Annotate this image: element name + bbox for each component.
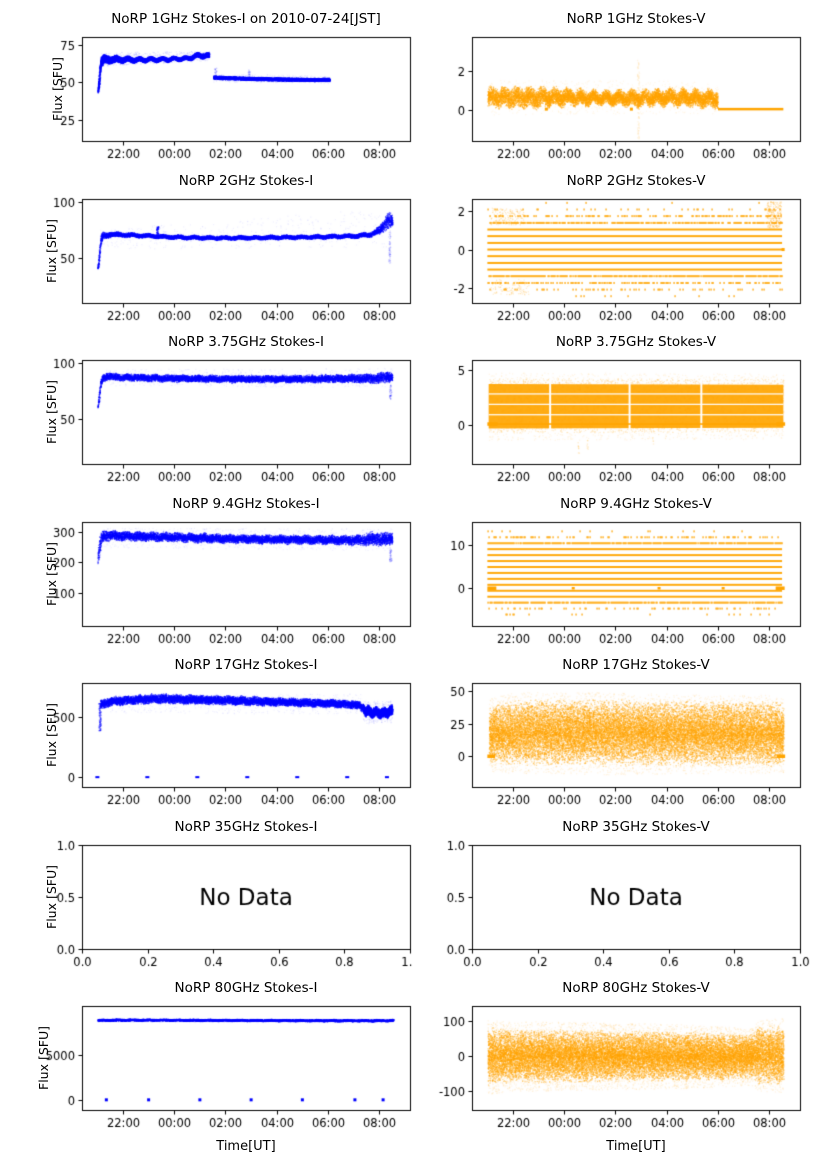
panel-2ghz-stokes-i: NoRP 2GHz Stokes-I Flux [SFU]	[0, 162, 413, 324]
plot-canvas-80ghz-stokes-i	[0, 969, 413, 1169]
panel-1ghz-stokes-i: NoRP 1GHz Stokes-I on 2010-07-24[JST] Fl…	[0, 0, 413, 162]
panel-80ghz-stokes-v: NoRP 80GHz Stokes-V Time[UT]	[413, 969, 827, 1169]
panel-17ghz-stokes-i: NoRP 17GHz Stokes-I Flux [SFU]	[0, 646, 413, 808]
x-axis-label: Time[UT]	[216, 1139, 276, 1154]
panel-title: NoRP 9.4GHz Stokes-V	[560, 496, 712, 512]
panel-title: NoRP 1GHz Stokes-I on 2010-07-24[JST]	[111, 11, 381, 27]
panel-title: NoRP 9.4GHz Stokes-I	[172, 496, 320, 512]
panel-9-4ghz-stokes-v: NoRP 9.4GHz Stokes-V	[413, 485, 827, 647]
plot-canvas-2ghz-stokes-i	[0, 162, 413, 324]
plot-canvas-1ghz-stokes-i	[0, 0, 413, 162]
panel-title: NoRP 80GHz Stokes-I	[174, 980, 318, 996]
panel-9-4ghz-stokes-i: NoRP 9.4GHz Stokes-I Flux [SFU]	[0, 485, 413, 647]
panel-35ghz-stokes-v: NoRP 35GHz Stokes-V	[413, 808, 827, 970]
y-axis-label: Flux [SFU]	[44, 380, 59, 444]
panel-title: NoRP 3.75GHz Stokes-I	[168, 334, 324, 350]
y-axis-label: Flux [SFU]	[44, 542, 59, 606]
plot-canvas-35ghz-stokes-v	[413, 808, 827, 970]
plot-canvas-35ghz-stokes-i	[0, 808, 413, 970]
y-axis-label: Flux [SFU]	[44, 219, 59, 283]
panel-3-75ghz-stokes-i: NoRP 3.75GHz Stokes-I Flux [SFU]	[0, 323, 413, 485]
panel-3-75ghz-stokes-v: NoRP 3.75GHz Stokes-V	[413, 323, 827, 485]
y-axis-label: Flux [SFU]	[44, 703, 59, 767]
panel-80ghz-stokes-i: NoRP 80GHz Stokes-I Flux [SFU] Time[UT]	[0, 969, 413, 1169]
plot-canvas-3-75ghz-stokes-v	[413, 323, 827, 485]
panel-35ghz-stokes-i: NoRP 35GHz Stokes-I Flux [SFU]	[0, 808, 413, 970]
y-axis-label: Flux [SFU]	[36, 1026, 51, 1090]
plot-canvas-17ghz-stokes-i	[0, 646, 413, 808]
plot-canvas-80ghz-stokes-v	[413, 969, 827, 1169]
y-axis-label: Flux [SFU]	[44, 865, 59, 929]
panel-title: NoRP 3.75GHz Stokes-V	[555, 334, 717, 350]
plot-canvas-17ghz-stokes-v	[413, 646, 827, 808]
x-axis-label: Time[UT]	[606, 1139, 666, 1154]
plot-canvas-1ghz-stokes-v	[413, 0, 827, 162]
panel-17ghz-stokes-v: NoRP 17GHz Stokes-V	[413, 646, 827, 808]
panel-title: NoRP 35GHz Stokes-V	[562, 819, 710, 835]
panel-title: NoRP 17GHz Stokes-V	[562, 657, 710, 673]
panel-1ghz-stokes-v: NoRP 1GHz Stokes-V	[413, 0, 827, 162]
panel-title: NoRP 17GHz Stokes-I	[174, 657, 318, 673]
y-axis-label: Flux [SFU]	[50, 57, 65, 121]
plot-canvas-9-4ghz-stokes-v	[413, 485, 827, 647]
panel-title: NoRP 80GHz Stokes-V	[562, 980, 710, 996]
plot-canvas-9-4ghz-stokes-i	[0, 485, 413, 647]
panel-title: NoRP 35GHz Stokes-I	[174, 819, 318, 835]
panel-2ghz-stokes-v: NoRP 2GHz Stokes-V	[413, 162, 827, 324]
panel-title: NoRP 2GHz Stokes-V	[566, 173, 706, 189]
panel-title: NoRP 2GHz Stokes-I	[178, 173, 314, 189]
plot-canvas-3-75ghz-stokes-i	[0, 323, 413, 485]
panel-title: NoRP 1GHz Stokes-V	[566, 11, 706, 27]
plot-canvas-2ghz-stokes-v	[413, 162, 827, 324]
